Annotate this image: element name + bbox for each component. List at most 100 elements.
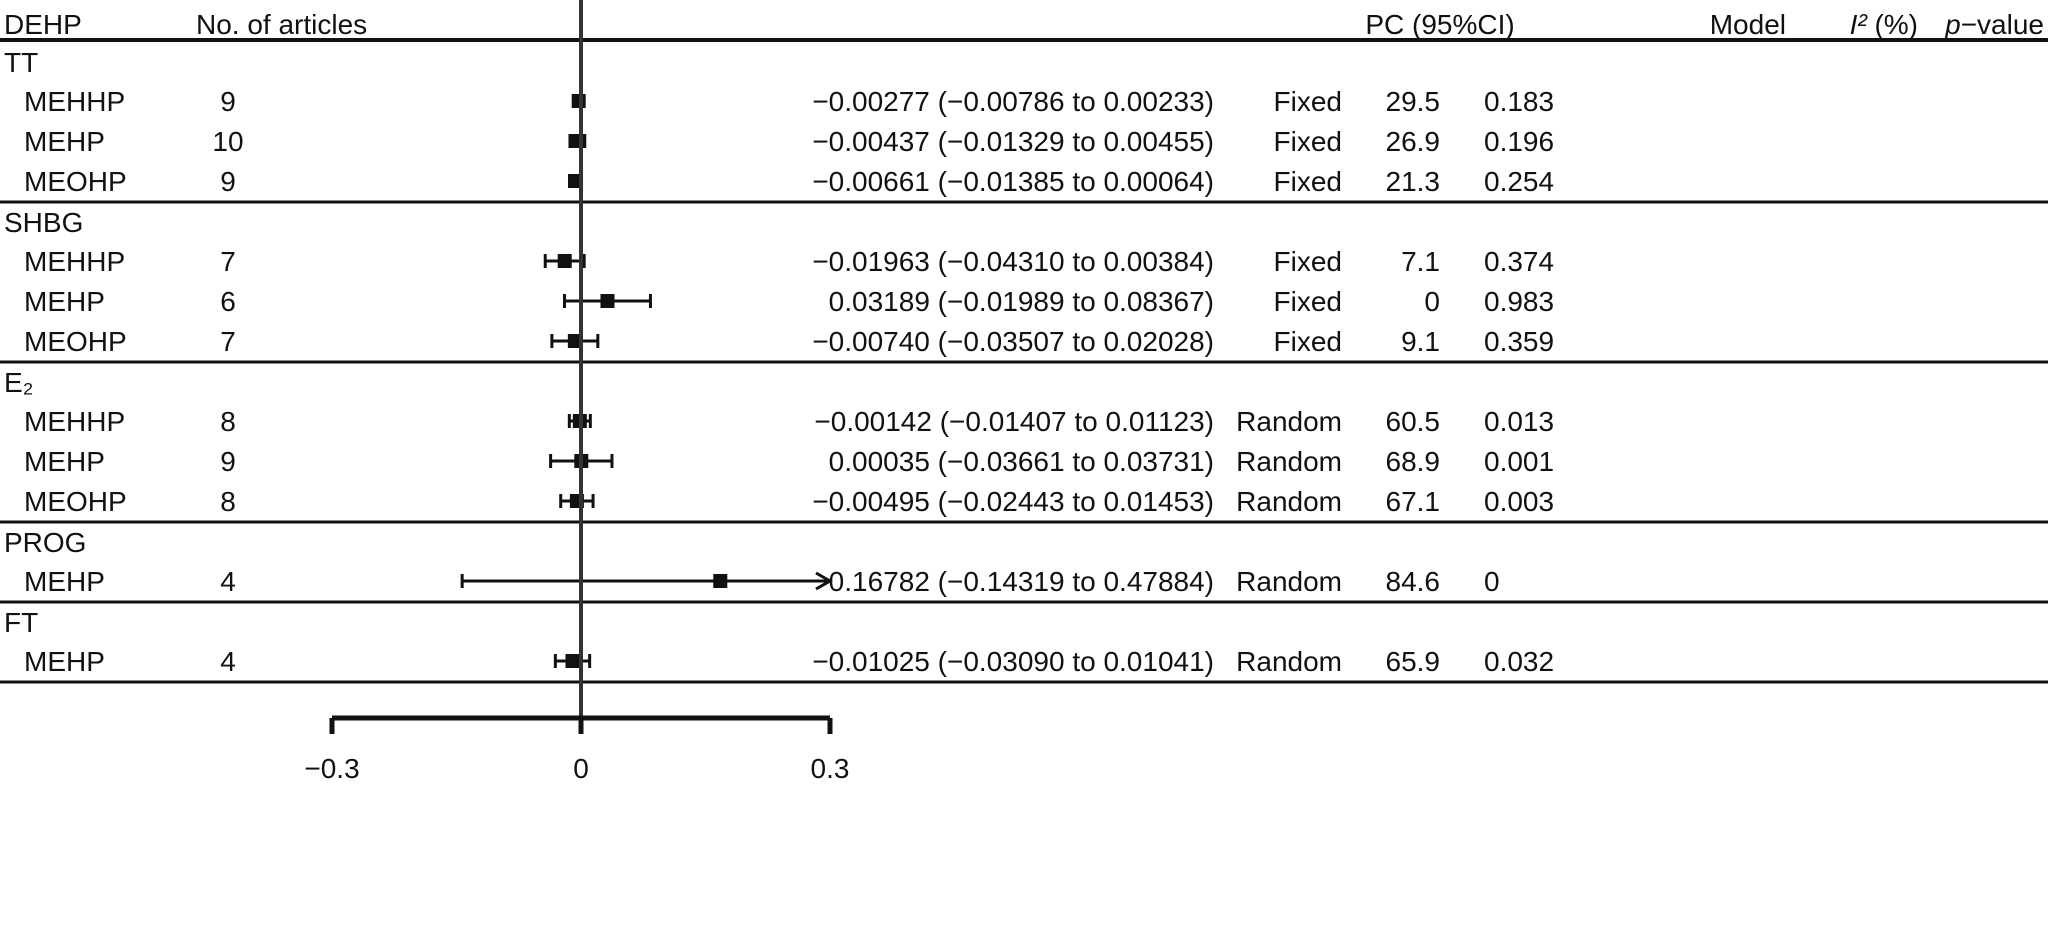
row-pvalue: 0.001 [1484, 446, 1554, 477]
row-exposure-label: MEOHP [24, 486, 127, 517]
estimate-mark [559, 494, 595, 508]
row-i2: 29.5 [1386, 86, 1441, 117]
table-row: MEHHP 7 −0.01963 (−0.04310 to 0.00384) Fixe… [24, 246, 1554, 277]
row-i2: 68.9 [1386, 446, 1441, 477]
row-pc-ci: −0.00495 (−0.02443 to 0.01453) [812, 486, 1214, 517]
row-article-count: 4 [220, 566, 236, 597]
row-model: Fixed [1274, 166, 1342, 197]
row-model: Random [1236, 486, 1342, 517]
header-articles: No. of articles [196, 9, 367, 40]
row-article-count: 6 [220, 286, 236, 317]
row-model: Random [1236, 646, 1342, 677]
column-headers: DEHP No. of articles PC (95%CI) Model I²… [4, 9, 2044, 40]
table-row: MEHP 4 0.16782 (−0.14319 to 0.47884) Random… [24, 566, 1500, 597]
table-row: MEHP 4 −0.01025 (−0.03090 to 0.01041) Rando… [24, 646, 1554, 677]
row-model: Fixed [1274, 326, 1342, 357]
row-i2: 67.1 [1386, 486, 1441, 517]
row-article-count: 10 [212, 126, 243, 157]
row-pvalue: 0.013 [1484, 406, 1554, 437]
row-model: Fixed [1274, 86, 1342, 117]
header-dehp: DEHP [4, 9, 82, 40]
table-row: MEOHP 7 −0.00740 (−0.03507 to 0.02028) Fixe… [24, 326, 1554, 357]
point-estimate [600, 294, 615, 308]
table-row: MEHHP 8 −0.00142 (−0.01407 to 0.01123) Rand… [24, 406, 1554, 437]
row-article-count: 9 [220, 446, 236, 477]
row-exposure-label: MEOHP [24, 166, 127, 197]
row-exposure-label: MEHHP [24, 86, 125, 117]
row-pc-ci: −0.00277 (−0.00786 to 0.00233) [812, 86, 1214, 117]
table-row: MEHHP 9 −0.00277 (−0.00786 to 0.00233) Fixe… [24, 86, 1554, 117]
row-article-count: 7 [220, 326, 236, 357]
row-pvalue: 0.983 [1484, 286, 1554, 317]
group-label: FT [4, 607, 38, 638]
x-tick-label: 0 [573, 753, 589, 784]
x-tick-label: −0.3 [304, 753, 359, 784]
table-row: MEHP 10 −0.00437 (−0.01329 to 0.00455) Fixe… [24, 126, 1554, 157]
row-exposure-label: MEHP [24, 126, 105, 157]
group-label: PROG [4, 527, 86, 558]
table-row: MEOHP 8 −0.00495 (−0.02443 to 0.01453) Rand… [24, 486, 1554, 517]
row-pc-ci: 0.16782 (−0.14319 to 0.47884) [829, 566, 1214, 597]
header-model: Model [1710, 9, 1786, 40]
row-pvalue: 0.359 [1484, 326, 1554, 357]
row-i2: 65.9 [1386, 646, 1441, 677]
point-estimate [567, 334, 582, 348]
header-i2: I² (%) [1850, 9, 1918, 40]
row-exposure-label: MEHP [24, 446, 105, 477]
point-estimate [571, 94, 586, 108]
row-i2: 26.9 [1386, 126, 1441, 157]
row-model: Fixed [1274, 286, 1342, 317]
header-pc: PC (95%CI) [1365, 9, 1514, 40]
point-estimate [713, 574, 728, 588]
row-pvalue: 0.374 [1484, 246, 1554, 277]
header-i2-unit: (%) [1867, 9, 1918, 40]
table-row: MEHP 6 0.03189 (−0.01989 to 0.08367) Fixed 0… [24, 286, 1554, 317]
row-exposure-label: MEHHP [24, 406, 125, 437]
x-axis: −0.3 0 0.3 [304, 715, 849, 784]
row-pc-ci: −0.00740 (−0.03507 to 0.02028) [812, 326, 1214, 357]
estimate-mark [562, 294, 652, 308]
row-pc-ci: −0.00661 (−0.01385 to 0.00064) [812, 166, 1214, 197]
row-i2: 21.3 [1386, 166, 1441, 197]
row-model: Fixed [1274, 126, 1342, 157]
estimate-marks [460, 0, 834, 718]
row-i2: 7.1 [1401, 246, 1440, 277]
row-pvalue: 0 [1484, 566, 1500, 597]
separator-lines [0, 38, 2048, 684]
ci-arrow-high [815, 571, 834, 591]
row-pvalue: 0.254 [1484, 166, 1554, 197]
row-i2: 9.1 [1401, 326, 1440, 357]
row-exposure-label: MEHP [24, 566, 105, 597]
row-exposure-label: MEHP [24, 286, 105, 317]
row-pc-ci: −0.00437 (−0.01329 to 0.00455) [812, 126, 1214, 157]
row-model: Fixed [1274, 246, 1342, 277]
point-estimate [557, 254, 572, 268]
row-model: Random [1236, 406, 1342, 437]
row-pvalue: 0.032 [1484, 646, 1554, 677]
row-pc-ci: −0.01963 (−0.04310 to 0.00384) [812, 246, 1214, 277]
row-article-count: 8 [220, 486, 236, 517]
group-label: E₂ [4, 367, 34, 398]
row-article-count: 8 [220, 406, 236, 437]
estimate-mark [543, 254, 586, 268]
row-i2: 60.5 [1386, 406, 1441, 437]
estimate-mark [550, 334, 600, 348]
estimate-mark [460, 571, 834, 591]
table-rows: TT MEHHP 9 −0.00277 (−0.00786 to 0.00233) Fi… [4, 47, 1554, 677]
row-model: Random [1236, 566, 1342, 597]
estimate-mark [553, 654, 592, 668]
row-article-count: 9 [220, 166, 236, 197]
group-label: TT [4, 47, 38, 78]
row-article-count: 4 [220, 646, 236, 677]
point-estimate [565, 654, 580, 668]
row-exposure-label: MEHP [24, 646, 105, 677]
row-exposure-label: MEOHP [24, 326, 127, 357]
header-pvalue: p−value [1944, 9, 2044, 40]
row-pc-ci: 0.00035 (−0.03661 to 0.03731) [829, 446, 1214, 477]
row-exposure-label: MEHHP [24, 246, 125, 277]
row-article-count: 7 [220, 246, 236, 277]
row-article-count: 9 [220, 86, 236, 117]
row-i2: 0 [1424, 286, 1440, 317]
row-pvalue: 0.003 [1484, 486, 1554, 517]
